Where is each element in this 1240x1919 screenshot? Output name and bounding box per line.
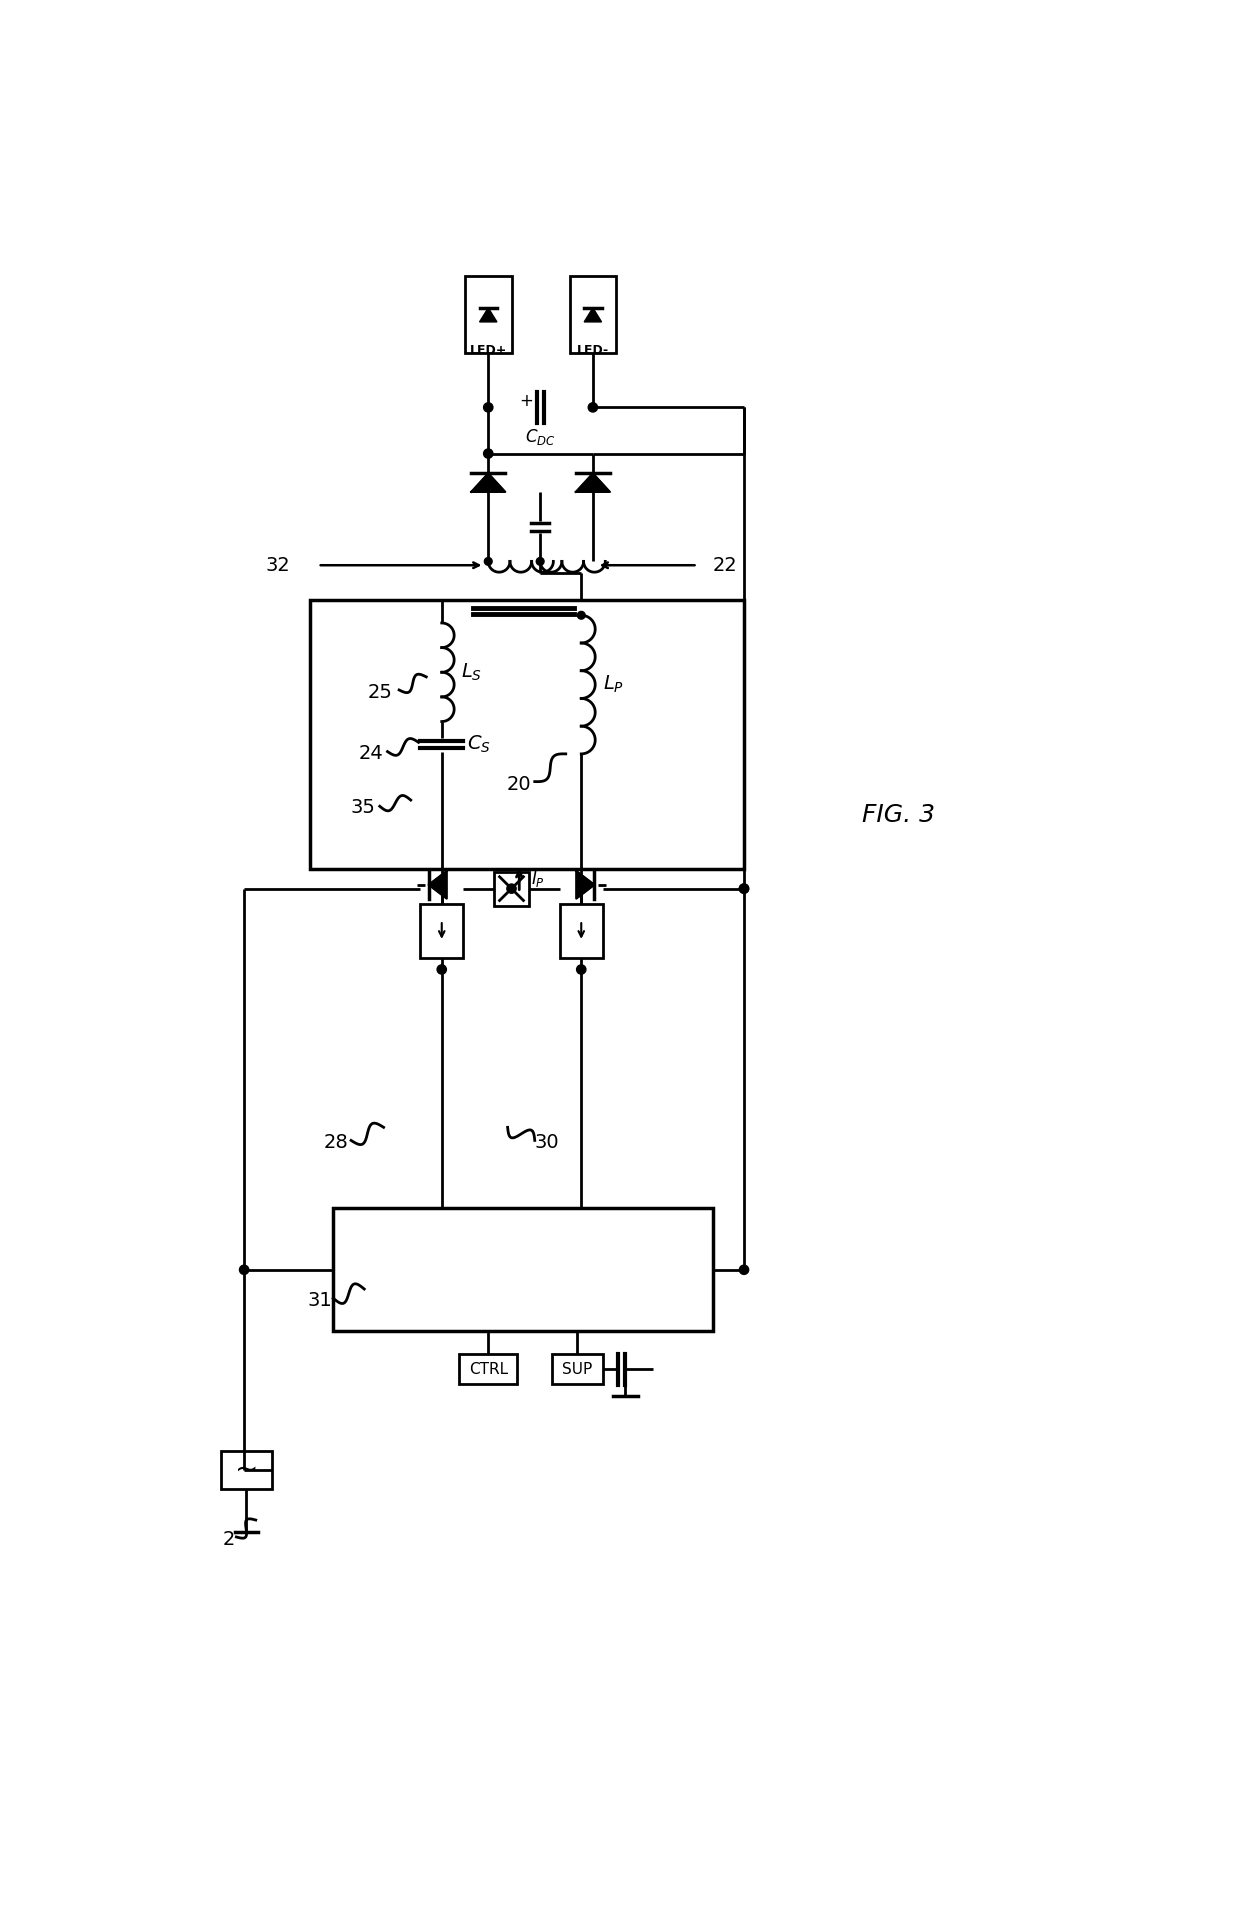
- Text: FIG. 3: FIG. 3: [863, 804, 935, 827]
- Bar: [420, 904, 463, 958]
- Text: 31: 31: [308, 1291, 332, 1311]
- Text: 28: 28: [324, 1134, 348, 1151]
- Text: LED-: LED-: [577, 344, 609, 357]
- Circle shape: [484, 449, 494, 459]
- Polygon shape: [480, 307, 497, 322]
- Polygon shape: [584, 307, 601, 322]
- Text: CTRL: CTRL: [469, 1362, 508, 1376]
- Text: +: +: [520, 391, 533, 411]
- Text: $C_{DC}$: $C_{DC}$: [526, 426, 556, 447]
- Text: 2: 2: [222, 1529, 234, 1549]
- Bar: [334, 1209, 713, 1332]
- Text: $C_S$: $C_S$: [466, 733, 490, 756]
- Bar: [552, 1355, 603, 1384]
- Text: 22: 22: [713, 557, 738, 574]
- Text: 30: 30: [534, 1134, 559, 1151]
- Circle shape: [739, 885, 749, 892]
- Bar: [569, 276, 616, 353]
- Circle shape: [739, 1265, 749, 1274]
- Bar: [560, 904, 603, 958]
- Polygon shape: [471, 474, 506, 491]
- Text: 20: 20: [507, 775, 532, 794]
- Circle shape: [484, 403, 494, 413]
- Circle shape: [588, 403, 598, 413]
- Text: 24: 24: [358, 745, 383, 764]
- Circle shape: [578, 612, 585, 620]
- Bar: [465, 276, 511, 353]
- Circle shape: [239, 1265, 249, 1274]
- Circle shape: [739, 885, 749, 892]
- Text: ~: ~: [234, 1457, 258, 1483]
- Circle shape: [438, 965, 446, 975]
- Bar: [495, 871, 528, 906]
- Polygon shape: [577, 871, 594, 898]
- Bar: [459, 1355, 517, 1384]
- Circle shape: [438, 885, 446, 892]
- Bar: [221, 1451, 272, 1489]
- Polygon shape: [429, 871, 446, 898]
- Circle shape: [577, 885, 587, 892]
- Text: $L_S$: $L_S$: [461, 662, 482, 683]
- Bar: [310, 601, 744, 869]
- Circle shape: [577, 965, 587, 975]
- Polygon shape: [575, 474, 610, 491]
- Text: SUP: SUP: [562, 1362, 593, 1376]
- Text: LED+: LED+: [470, 344, 507, 357]
- Circle shape: [507, 885, 516, 892]
- Circle shape: [536, 558, 544, 566]
- Text: 35: 35: [351, 798, 376, 817]
- Circle shape: [485, 558, 492, 566]
- Text: 25: 25: [367, 683, 392, 702]
- Text: $L_P$: $L_P$: [603, 674, 624, 695]
- Text: $I_P$: $I_P$: [531, 869, 544, 888]
- Text: 32: 32: [265, 557, 290, 574]
